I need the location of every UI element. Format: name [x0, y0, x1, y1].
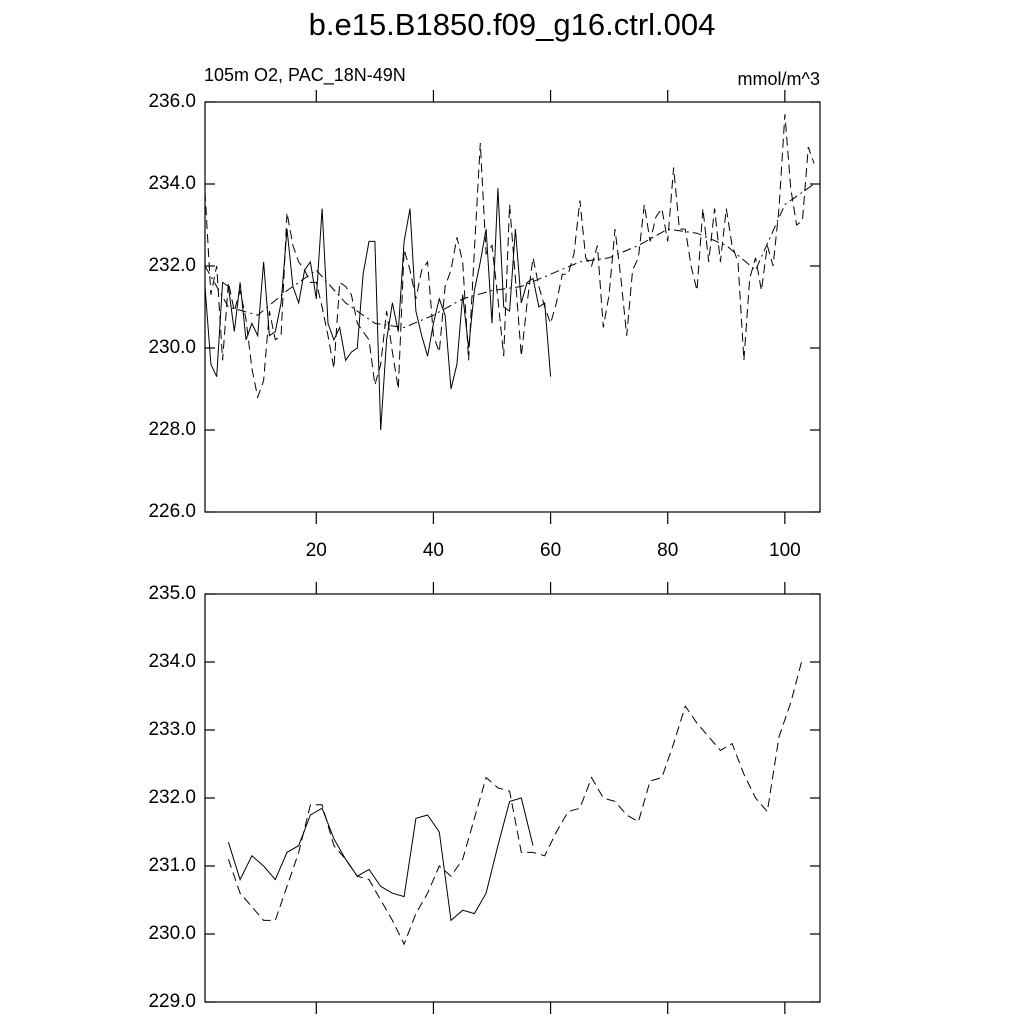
y-tick-label: 236.0: [148, 91, 196, 112]
y-tick-label: 230.0: [148, 923, 196, 944]
y-tick-label: 230.0: [148, 337, 196, 358]
y-tick-label: 232.0: [148, 255, 196, 276]
y-tick-label: 228.0: [148, 419, 196, 440]
y-tick-label: 226.0: [148, 501, 196, 522]
data-line: [204, 188, 552, 431]
x-tick-label: 40: [423, 540, 444, 561]
y-tick-label: 234.0: [148, 651, 196, 672]
y-tick-label: 232.0: [148, 787, 196, 808]
x-tick-label: 20: [306, 540, 327, 561]
x-tick-label: 100: [769, 540, 801, 561]
subtitle-right: mmol/m^3: [738, 69, 820, 89]
y-tick-label: 229.0: [148, 991, 196, 1012]
x-tick-label: 80: [657, 540, 678, 561]
plot-frame: [204, 101, 821, 513]
data-line: [204, 183, 815, 329]
subtitle-left: 105m O2, PAC_18N-49N: [204, 65, 406, 86]
data-line: [227, 797, 534, 922]
chart-title: b.e15.B1850.f09_g16.ctrl.004: [309, 7, 716, 42]
y-tick-label: 234.0: [148, 173, 196, 194]
y-tick-label: 233.0: [148, 719, 196, 740]
data-line: [204, 114, 815, 400]
x-tick-label: 60: [540, 540, 561, 561]
data-line: [227, 658, 803, 946]
y-tick-label: 235.0: [148, 583, 196, 604]
y-tick-label: 231.0: [148, 855, 196, 876]
plot-frame: [204, 593, 821, 1003]
